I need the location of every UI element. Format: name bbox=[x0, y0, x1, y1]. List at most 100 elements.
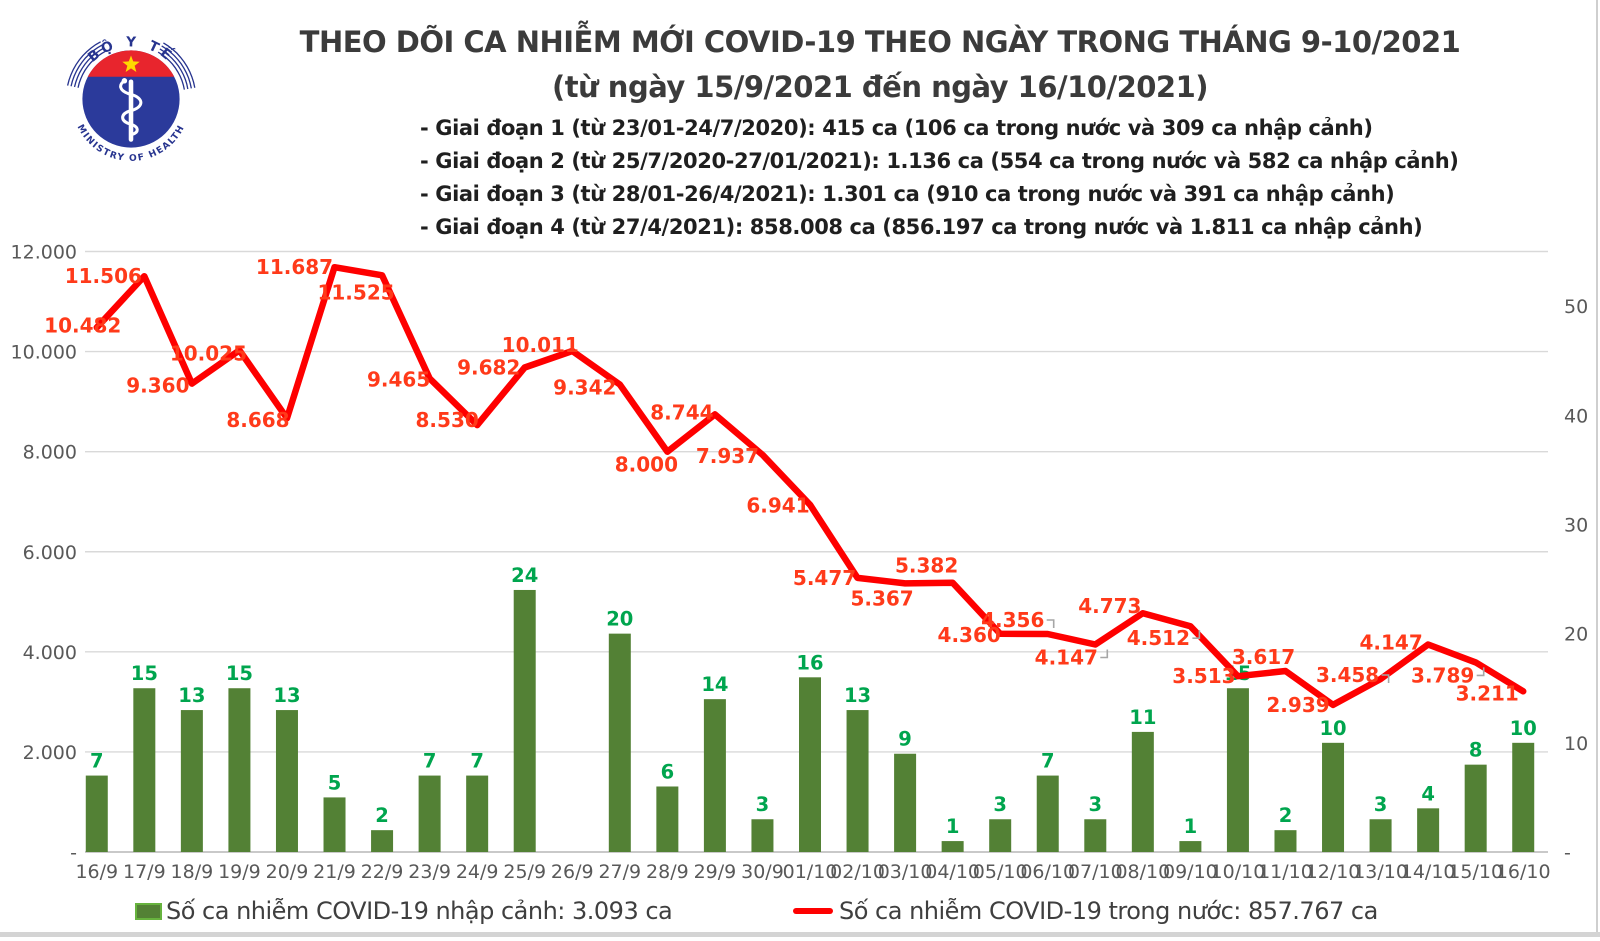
x-tick: 16/9 bbox=[75, 861, 118, 883]
chart-title-block: THEO DÕI CA NHIỄM MỚI COVID-19 THEO NGÀY… bbox=[200, 20, 1560, 110]
line-point-label: 2.939 bbox=[1266, 693, 1329, 717]
line-point-label: 9.360 bbox=[126, 374, 189, 398]
x-tick: 23/9 bbox=[408, 861, 451, 883]
x-tick: 04/10 bbox=[925, 861, 980, 883]
line-point-label: 9.342 bbox=[553, 376, 616, 400]
x-tick: 27/9 bbox=[598, 861, 641, 883]
line-point-label: 4.360 bbox=[938, 623, 1001, 647]
bar-label: 3 bbox=[1089, 793, 1103, 816]
bar bbox=[85, 775, 108, 852]
bar bbox=[608, 633, 631, 852]
logo-arc bbox=[157, 51, 186, 90]
line-point-label: 8.000 bbox=[615, 453, 678, 477]
line-point-label: 11.525 bbox=[317, 280, 394, 304]
y-tick-left: 8.000 bbox=[23, 442, 77, 464]
x-tick: 01/10 bbox=[783, 861, 838, 883]
bar-label: 13 bbox=[178, 684, 205, 707]
x-tick: 24/9 bbox=[456, 861, 499, 883]
phase-summary: - Giai đoạn 1 (từ 23/01-24/7/2020): 415 … bbox=[420, 112, 1459, 244]
logo-arc bbox=[66, 41, 101, 86]
bar-label: 14 bbox=[701, 673, 728, 696]
bar bbox=[1274, 830, 1297, 852]
x-tick: 05/10 bbox=[973, 861, 1028, 883]
line-point-label: 4.147 bbox=[1359, 630, 1422, 654]
bar bbox=[1369, 819, 1392, 852]
legend-imported-label: Số ca nhiễm COVID-19 nhập cảnh: 3.093 ca bbox=[166, 897, 673, 925]
bar-label: 24 bbox=[511, 564, 538, 587]
bar bbox=[1417, 808, 1440, 852]
x-tick: 08/10 bbox=[1115, 861, 1170, 883]
label-leader bbox=[1381, 674, 1390, 683]
line-point-label: 5.477 bbox=[793, 566, 856, 590]
bar-label: 1 bbox=[946, 815, 960, 838]
legend-imported: Số ca nhiễm COVID-19 nhập cảnh: 3.093 ca bbox=[135, 894, 673, 928]
bar bbox=[466, 775, 489, 852]
bar-label: 15 bbox=[131, 662, 158, 685]
y-tick-right: - bbox=[1564, 842, 1571, 864]
bar-label: 6 bbox=[661, 760, 675, 783]
line-point-label: 8.668 bbox=[226, 408, 289, 432]
bar bbox=[275, 710, 298, 852]
bar-label: 7 bbox=[1041, 750, 1055, 773]
legend-domestic-label: Số ca nhiễm COVID-19 trong nước: 857.767… bbox=[839, 897, 1378, 925]
line-point-label: 5.367 bbox=[850, 586, 913, 610]
bar-label: 11 bbox=[1129, 706, 1156, 729]
y-tick-left: - bbox=[70, 842, 77, 864]
x-tick: 09/10 bbox=[1163, 861, 1218, 883]
label-leader bbox=[1192, 630, 1201, 639]
x-tick: 29/9 bbox=[694, 861, 737, 883]
bar-label: 5 bbox=[328, 771, 342, 794]
x-tick: 21/9 bbox=[313, 861, 356, 883]
bar-label: 8 bbox=[1469, 739, 1483, 762]
line-point-label: 9.465 bbox=[367, 367, 430, 391]
x-tick: 11/10 bbox=[1258, 861, 1313, 883]
line-point-label: 9.682 bbox=[457, 355, 520, 379]
line-point-label: 3.617 bbox=[1232, 645, 1295, 669]
bar-label: 7 bbox=[470, 750, 484, 773]
bar-label: 10 bbox=[1319, 717, 1346, 740]
line-point-label: 10.011 bbox=[502, 333, 579, 357]
bar bbox=[703, 699, 726, 852]
bar-label: 16 bbox=[796, 651, 823, 674]
bar bbox=[656, 786, 679, 852]
line-point-label: 5.382 bbox=[895, 554, 958, 578]
bar bbox=[323, 797, 346, 852]
legend-domestic: Số ca nhiễm COVID-19 trong nước: 857.767… bbox=[793, 894, 1378, 928]
y-tick-right: 30 bbox=[1564, 514, 1588, 536]
bar bbox=[513, 589, 536, 852]
domestic-cases-series bbox=[93, 263, 1527, 709]
bar-label: 13 bbox=[273, 684, 300, 707]
bar-label: 4 bbox=[1421, 782, 1435, 805]
line-point-label: 4.356 bbox=[981, 608, 1044, 632]
bar bbox=[180, 710, 203, 852]
bar-label: 9 bbox=[898, 728, 912, 751]
label-leader bbox=[1046, 619, 1055, 628]
x-tick: 07/10 bbox=[1068, 861, 1123, 883]
x-tick: 28/9 bbox=[646, 861, 689, 883]
logo-arc-decoration bbox=[66, 41, 196, 90]
chart-subtitle: (từ ngày 15/9/2021 đến ngày 16/10/2021) bbox=[551, 70, 1209, 104]
line-point-label: 3.513 bbox=[1172, 664, 1235, 688]
line-point-label: 10.482 bbox=[44, 313, 121, 337]
line-point-label: 4.512 bbox=[1127, 626, 1190, 650]
y-tick-left: 6.000 bbox=[23, 542, 77, 564]
line-point-label: 3.458 bbox=[1316, 663, 1379, 687]
bar-swatch-icon bbox=[135, 902, 162, 920]
bar-label: 1 bbox=[1184, 815, 1198, 838]
right-axis-labels: 50 40 30 20 10 - bbox=[1564, 296, 1588, 864]
bar-label: 15 bbox=[226, 662, 253, 685]
bar bbox=[1036, 775, 1059, 852]
bar bbox=[1131, 731, 1154, 852]
line-point-label: 3.211 bbox=[1456, 681, 1519, 705]
imported-cases-bars bbox=[85, 589, 1535, 852]
logo-arc bbox=[163, 42, 196, 88]
y-tick-left: 4.000 bbox=[23, 642, 77, 664]
logo-arc bbox=[70, 44, 103, 87]
line-point-label: 8.530 bbox=[416, 408, 479, 432]
x-tick: 12/10 bbox=[1306, 861, 1361, 883]
line-point-label: 6.941 bbox=[746, 494, 809, 518]
label-leader bbox=[1100, 649, 1109, 659]
logo-arc bbox=[73, 47, 105, 88]
